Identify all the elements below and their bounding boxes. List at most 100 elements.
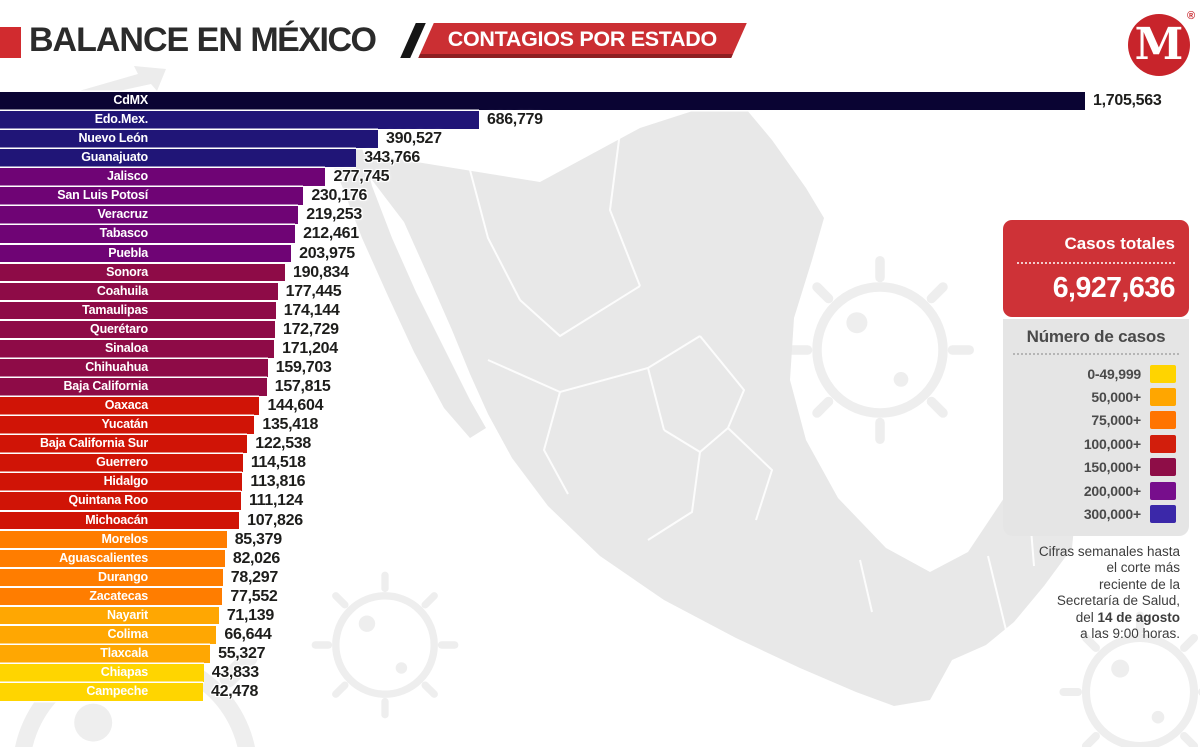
state-name-label: Puebla	[108, 245, 148, 260]
state-name-label: Yucatán	[101, 417, 148, 432]
state-name-label: Zacatecas	[89, 588, 148, 603]
state-value-label: 343,766	[364, 149, 420, 167]
state-name-label: Coahuila	[96, 283, 148, 298]
state-value-label: 114,518	[250, 454, 306, 472]
state-bar	[0, 397, 260, 415]
bar-row: Aguascalientes 82,026	[0, 549, 1200, 568]
legend-item: 200,000+	[1003, 479, 1189, 502]
bar-row: Veracruz 219,253	[0, 206, 1200, 224]
state-bar	[0, 149, 357, 167]
state-value-label: 82,026	[232, 549, 280, 567]
legend-color-swatch	[1150, 364, 1176, 383]
footnote: Cifras semanales hasta el corte más recien…	[1003, 544, 1189, 643]
state-name-label: Nayarit	[107, 607, 148, 622]
state-value-label: 230,176	[311, 187, 368, 205]
state-bar	[0, 263, 285, 282]
state-name-label: Chihuahua	[85, 359, 148, 374]
bar-row: Guanajuato 343,766	[0, 149, 1200, 167]
title-accent-square	[0, 27, 21, 58]
footnote-line: Cifras semanales hasta	[1038, 543, 1180, 559]
state-name-label: Tamaulipas	[82, 302, 148, 317]
milenio-logo: M	[1128, 14, 1190, 76]
state-bar	[0, 320, 275, 339]
state-name-label: San Luis Potosí	[57, 188, 148, 203]
footnote-line: reciente de la	[1098, 576, 1180, 592]
state-bar	[0, 606, 219, 625]
legend-item-label: 150,000+	[1083, 459, 1141, 476]
state-value-label: 122,538	[255, 435, 311, 453]
state-value-label: 159,703	[275, 358, 332, 376]
state-name-label: Jalisco	[107, 169, 148, 184]
state-bar	[0, 282, 278, 301]
state-value-label: 219,253	[306, 206, 362, 224]
state-name-label: Baja California	[63, 379, 148, 394]
state-name-label: Tlaxcala	[100, 646, 148, 661]
state-bar	[0, 511, 240, 530]
bar-row: Tamaulipas 174,144	[0, 301, 1200, 320]
legend-item: 75,000+	[1003, 409, 1189, 432]
state-bar	[0, 587, 223, 606]
casos-totales-box: Casos totales 6,927,636	[1003, 220, 1189, 317]
state-name-label: Guanajuato	[81, 150, 148, 165]
state-bar	[0, 111, 479, 129]
legend-item: 300,000+	[1003, 502, 1189, 525]
milenio-logo-letter: M	[1134, 19, 1184, 70]
state-bar	[0, 92, 1085, 110]
state-name-label: Nuevo León	[78, 131, 148, 146]
state-value-label: 135,418	[262, 416, 319, 434]
state-name-label: Querétaro	[90, 321, 148, 336]
banner-label: CONTAGIOS POR ESTADO	[448, 26, 718, 51]
state-value-label: 55,327	[218, 645, 266, 663]
bar-row: Hidalgo 113,816	[0, 473, 1200, 491]
state-name-label: Colima	[107, 626, 149, 641]
page-title-bold: MÉXICO	[250, 21, 377, 59]
state-value-label: 212,461	[303, 225, 359, 243]
banner: CONTAGIOS POR ESTADO	[418, 23, 747, 58]
state-value-label: 42,478	[211, 683, 259, 701]
bar-row: Jalisco 277,745	[0, 168, 1200, 186]
casos-totales-value: 6,927,636	[1052, 272, 1176, 304]
bar-row: CdMX 1,705,563	[0, 92, 1200, 110]
state-value-label: 390,527	[386, 130, 442, 148]
bar-row: Puebla 203,975	[0, 244, 1200, 263]
bar-row: Sinaloa 171,204	[0, 339, 1200, 358]
bar-row: Guerrero 114,518	[0, 454, 1200, 472]
state-value-label: 43,833	[211, 664, 259, 682]
state-value-label: 157,815	[274, 378, 331, 396]
bar-row: Yucatán 135,418	[0, 416, 1200, 434]
legend-item-label: 0-49,999	[1087, 365, 1141, 382]
page-title-regular: BALANCE EN	[29, 21, 243, 59]
state-value-label: 171,204	[282, 339, 338, 357]
bar-row: Coahuila 177,445	[0, 282, 1200, 301]
state-bar	[0, 664, 204, 682]
bar-row: San Luis Potosí 230,176	[0, 187, 1200, 205]
state-bar	[0, 206, 299, 224]
registered-trademark-icon: ®	[1187, 10, 1196, 22]
legend-item: 0-49,999	[1003, 362, 1189, 385]
state-value-label: 172,729	[282, 320, 339, 338]
state-value-label: 203,975	[299, 244, 355, 262]
bar-row: Querétaro 172,729	[0, 320, 1200, 339]
state-bar	[0, 625, 217, 644]
state-bar	[0, 435, 248, 453]
bar-row: Tabasco 212,461	[0, 225, 1200, 244]
bar-row: Morelos 85,379	[0, 530, 1200, 549]
legend-item-label: 50,000+	[1091, 389, 1141, 406]
bar-row: Baja California Sur 122,538	[0, 435, 1200, 453]
state-bar	[0, 168, 326, 186]
state-value-label: 174,144	[283, 301, 340, 319]
bar-row: Tlaxcala 55,327	[0, 645, 1200, 663]
state-value-label: 144,604	[267, 397, 324, 415]
legend-item: 100,000+	[1003, 432, 1189, 455]
state-value-label: 277,745	[333, 168, 390, 186]
footnote-line: el corte más	[1106, 560, 1180, 576]
state-value-label: 177,445	[285, 282, 342, 300]
state-name-label: Edo.Mex.	[94, 112, 148, 127]
bar-row: Zacatecas 77,552	[0, 587, 1200, 606]
page-title: BALANCE EN MÉXICO	[29, 20, 377, 60]
state-bar	[0, 492, 241, 511]
bar-row: Colima 66,644	[0, 625, 1200, 644]
state-name-label: Guerrero	[96, 455, 148, 470]
